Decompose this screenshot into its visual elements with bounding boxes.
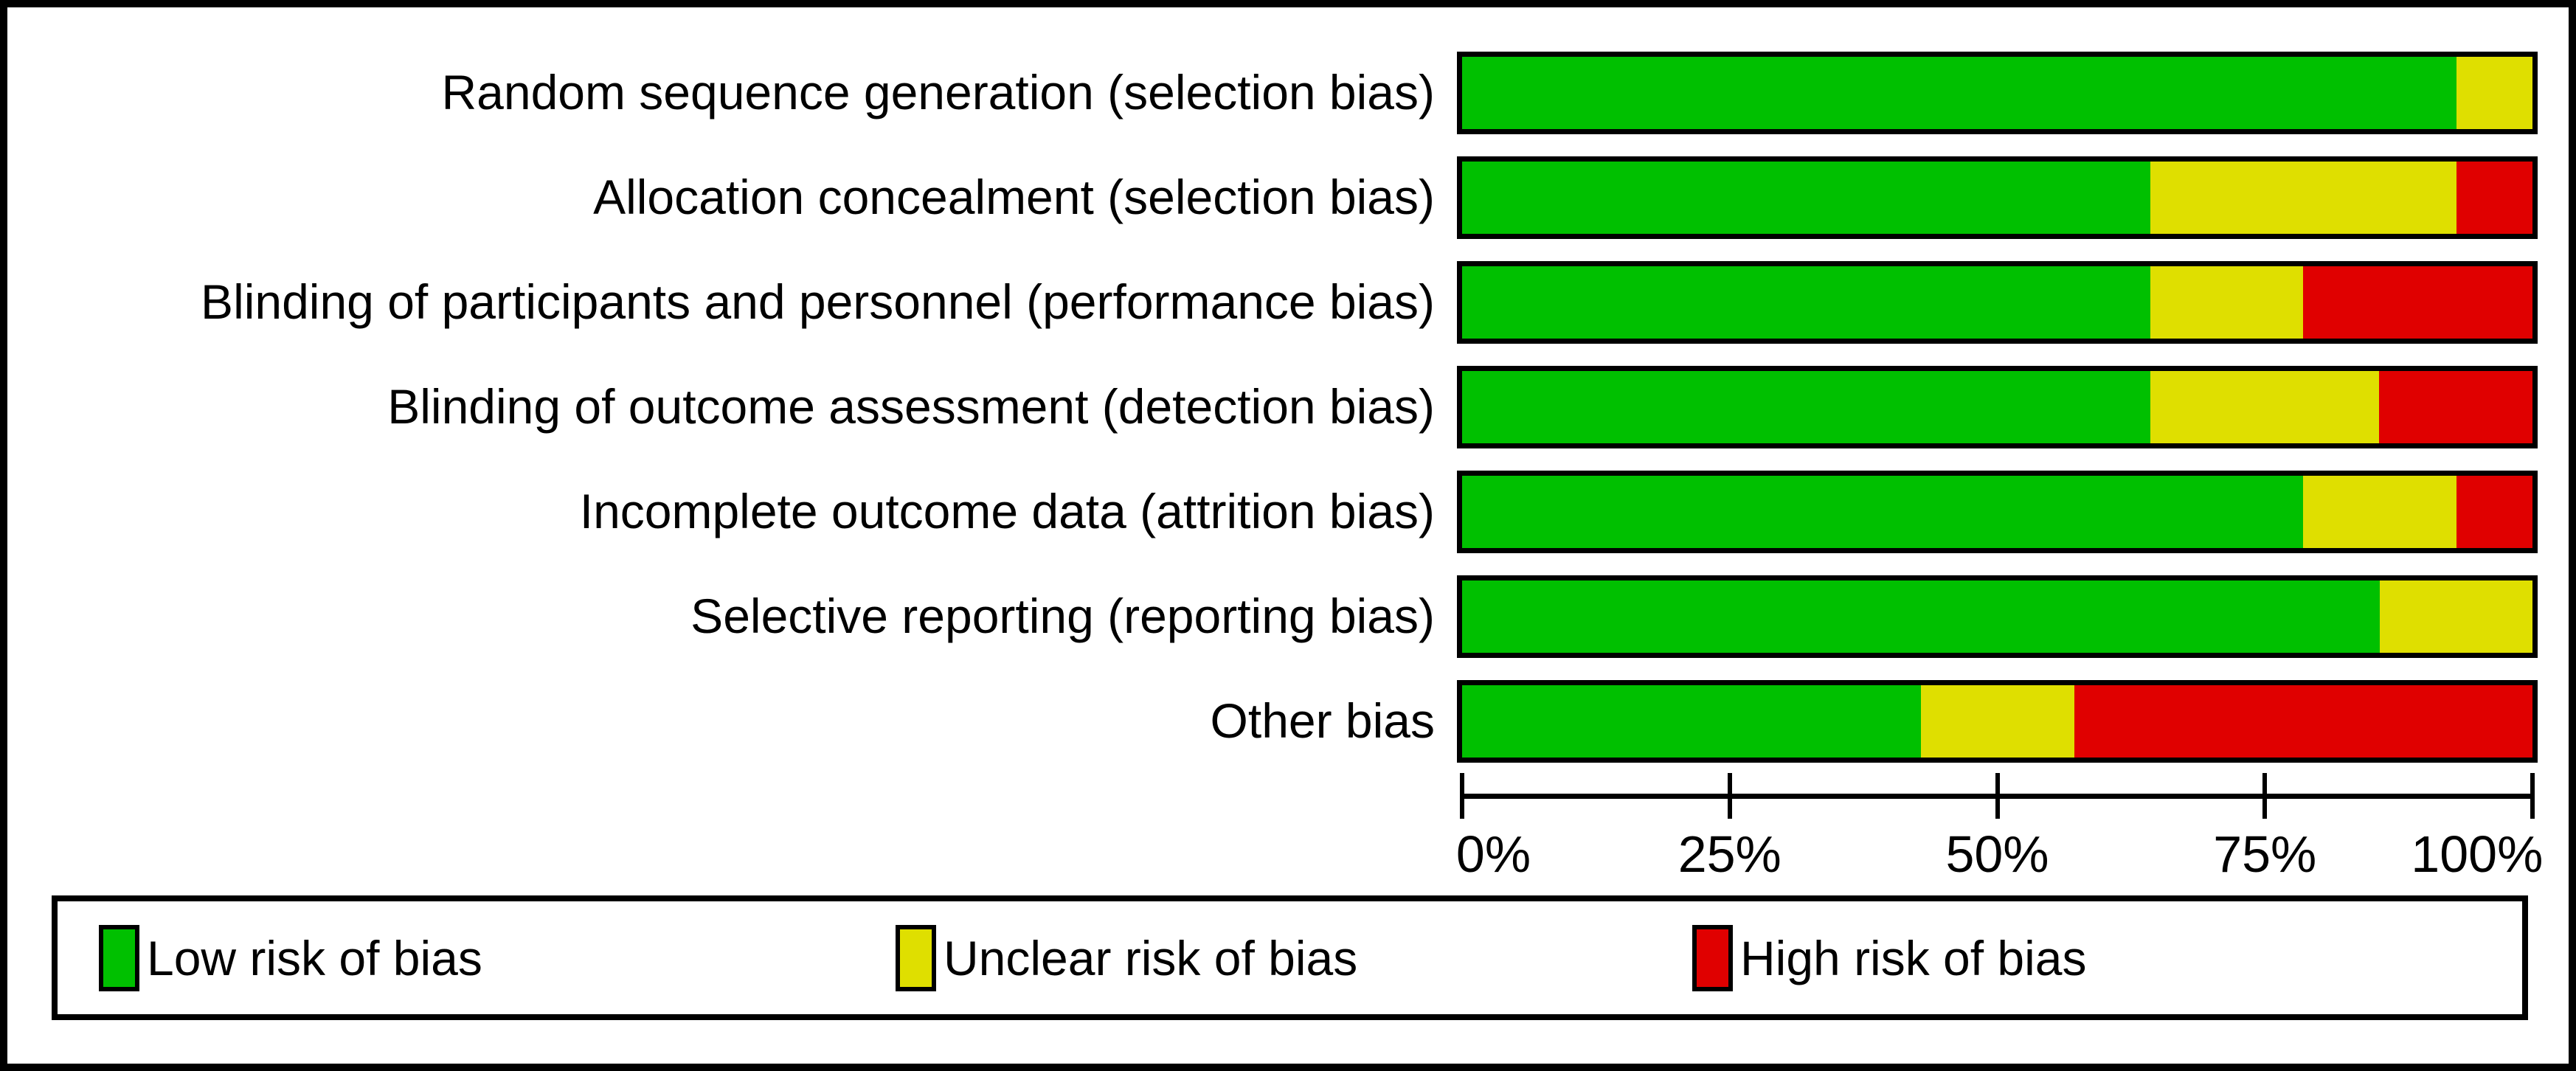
legend-label: Unclear risk of bias [944, 930, 1358, 985]
legend-item-high: High risk of bias [1692, 924, 2087, 991]
axis-tick-label: 0% [1455, 825, 1531, 883]
stacked-bar [1457, 261, 2538, 344]
bar-segment-unclear [2456, 57, 2532, 129]
legend-box: Low risk of bias Unclear risk of bias High… [52, 895, 2528, 1020]
bar-segment-low [1462, 476, 2304, 548]
bias-row: Selective reporting (reporting bias) [7, 575, 2569, 658]
legend-swatch-high [1692, 924, 1733, 991]
bar-segment-unclear [1921, 685, 2074, 758]
stacked-bar [1457, 575, 2538, 658]
bias-category-label: Other bias [1210, 693, 1435, 749]
legend-item-unclear: Unclear risk of bias [896, 924, 1358, 991]
axis-tick-label: 75% [2213, 825, 2317, 883]
bias-row: Incomplete outcome data (attrition bias) [7, 471, 2569, 553]
bar-segment-unclear [2150, 371, 2380, 443]
bar-segment-unclear [2150, 266, 2304, 339]
bar-segment-high [2456, 476, 2532, 548]
bar-segment-low [1462, 57, 2456, 129]
bar-segment-high [2303, 266, 2532, 339]
bias-category-label: Allocation concealment (selection bias) [593, 170, 1435, 225]
bar-rows: Random sequence generation (selection bi… [7, 52, 2569, 785]
axis-tick [1727, 773, 1732, 819]
stacked-bar [1457, 52, 2538, 134]
stacked-bar [1457, 156, 2538, 239]
axis-tick [2530, 773, 2535, 819]
bar-segment-low [1462, 580, 2380, 653]
axis-tick-label: 100% [2411, 825, 2544, 883]
stacked-bar [1457, 471, 2538, 553]
bias-category-label: Selective reporting (reporting bias) [690, 589, 1435, 644]
bar-segment-unclear [2150, 162, 2456, 234]
bias-category-label: Incomplete outcome data (attrition bias) [579, 484, 1435, 539]
bias-category-label: Random sequence generation (selection bi… [441, 65, 1436, 120]
legend-label: High risk of bias [1740, 930, 2087, 985]
bar-segment-high [2074, 685, 2532, 758]
bias-row: Other bias [7, 680, 2569, 763]
bar-segment-high [2379, 371, 2532, 443]
legend-item-low: Low risk of bias [99, 924, 482, 991]
bias-category-label: Blinding of outcome assessment (detectio… [387, 379, 1435, 434]
axis-tick [1995, 773, 2000, 819]
bar-segment-low [1462, 685, 1922, 758]
axis-tick [2262, 773, 2268, 819]
axis-tick-label: 50% [1945, 825, 2049, 883]
legend-swatch-unclear [896, 924, 936, 991]
bar-segment-low [1462, 266, 2150, 339]
axis-tick [1460, 773, 1464, 819]
bar-segment-low [1462, 371, 2150, 443]
stacked-bar [1457, 680, 2538, 763]
bar-segment-high [2456, 162, 2532, 234]
stacked-bar [1457, 366, 2538, 448]
axis-tick-label: 25% [1677, 825, 1782, 883]
bias-row: Random sequence generation (selection bi… [7, 52, 2569, 134]
bar-segment-unclear [2303, 476, 2456, 548]
bias-row: Blinding of outcome assessment (detectio… [7, 366, 2569, 448]
legend-label: Low risk of bias [147, 930, 482, 985]
bias-row: Allocation concealment (selection bias) [7, 156, 2569, 239]
x-axis: 0% 25% 50% 75% 100% [1456, 773, 2543, 891]
legend-swatch-low [99, 924, 139, 991]
bar-segment-unclear [2379, 580, 2532, 653]
bar-segment-low [1462, 162, 2150, 234]
bias-row: Blinding of participants and personnel (… [7, 261, 2569, 344]
bias-category-label: Blinding of participants and personnel (… [201, 274, 1435, 330]
